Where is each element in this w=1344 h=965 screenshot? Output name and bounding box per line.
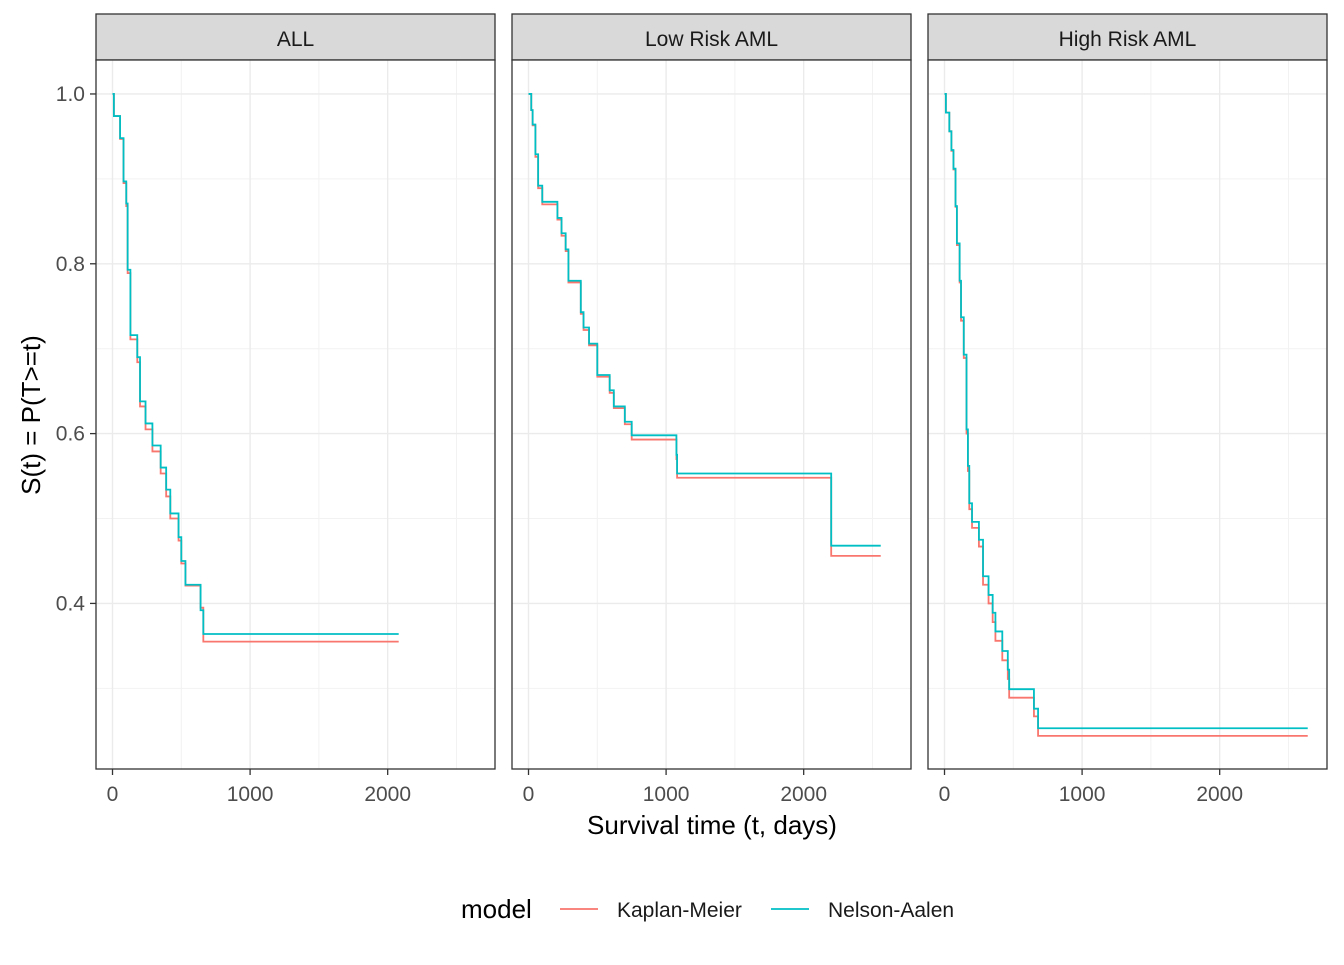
grid xyxy=(512,60,911,769)
legend-label: Nelson-Aalen xyxy=(828,899,954,922)
panel-all: ALL xyxy=(95,13,496,770)
panel-border xyxy=(95,59,496,770)
series-line-nelson-aalen xyxy=(528,93,881,547)
panel-high-risk-aml: High Risk AML xyxy=(927,13,1328,770)
panel-background xyxy=(512,60,911,769)
panel-border xyxy=(927,59,1328,770)
legend-item-nelson-aalen: Nelson-Aalen xyxy=(771,899,954,922)
x-tick-label: 1000 xyxy=(1059,783,1106,806)
legend-item-kaplan-meier: Kaplan-Meier xyxy=(560,899,742,922)
grid xyxy=(928,60,1327,769)
legend-label: Kaplan-Meier xyxy=(617,899,742,922)
panel-strip xyxy=(511,13,912,61)
x-axis-title: Survival time (t, days) xyxy=(587,810,837,840)
panel-background xyxy=(928,60,1327,769)
panel-strip-label: Low Risk AML xyxy=(645,28,778,51)
series-line-nelson-aalen xyxy=(944,93,1308,730)
y-tick-label: 1.0 xyxy=(56,83,85,106)
panel-strip xyxy=(927,13,1328,61)
x-tick-label: 0 xyxy=(107,783,119,806)
x-tick-label: 2000 xyxy=(364,783,411,806)
x-tick-label: 0 xyxy=(939,783,951,806)
panel-strip-label: High Risk AML xyxy=(1059,28,1197,51)
series-line-nelson-aalen xyxy=(112,93,399,635)
panel-strip-label: ALL xyxy=(277,28,314,51)
panel-border xyxy=(511,59,912,770)
panel-strip xyxy=(95,13,496,61)
x-tick-label: 1000 xyxy=(227,783,274,806)
panel-low-risk-aml: Low Risk AML xyxy=(511,13,912,770)
y-axis-title: S(t) = P(T>=t) xyxy=(16,335,46,495)
grid xyxy=(96,60,495,769)
x-tick-label: 2000 xyxy=(1196,783,1243,806)
x-tick-label: 2000 xyxy=(780,783,827,806)
legend: model Kaplan-Meier Nelson-Aalen xyxy=(461,894,954,924)
x-tick-label: 0 xyxy=(523,783,535,806)
legend-title: model xyxy=(461,894,532,924)
panel-background xyxy=(96,60,495,769)
y-tick-label: 0.8 xyxy=(56,253,85,276)
y-tick-label: 0.4 xyxy=(56,592,86,615)
y-tick-label: 0.6 xyxy=(56,423,85,446)
x-tick-label: 1000 xyxy=(643,783,690,806)
